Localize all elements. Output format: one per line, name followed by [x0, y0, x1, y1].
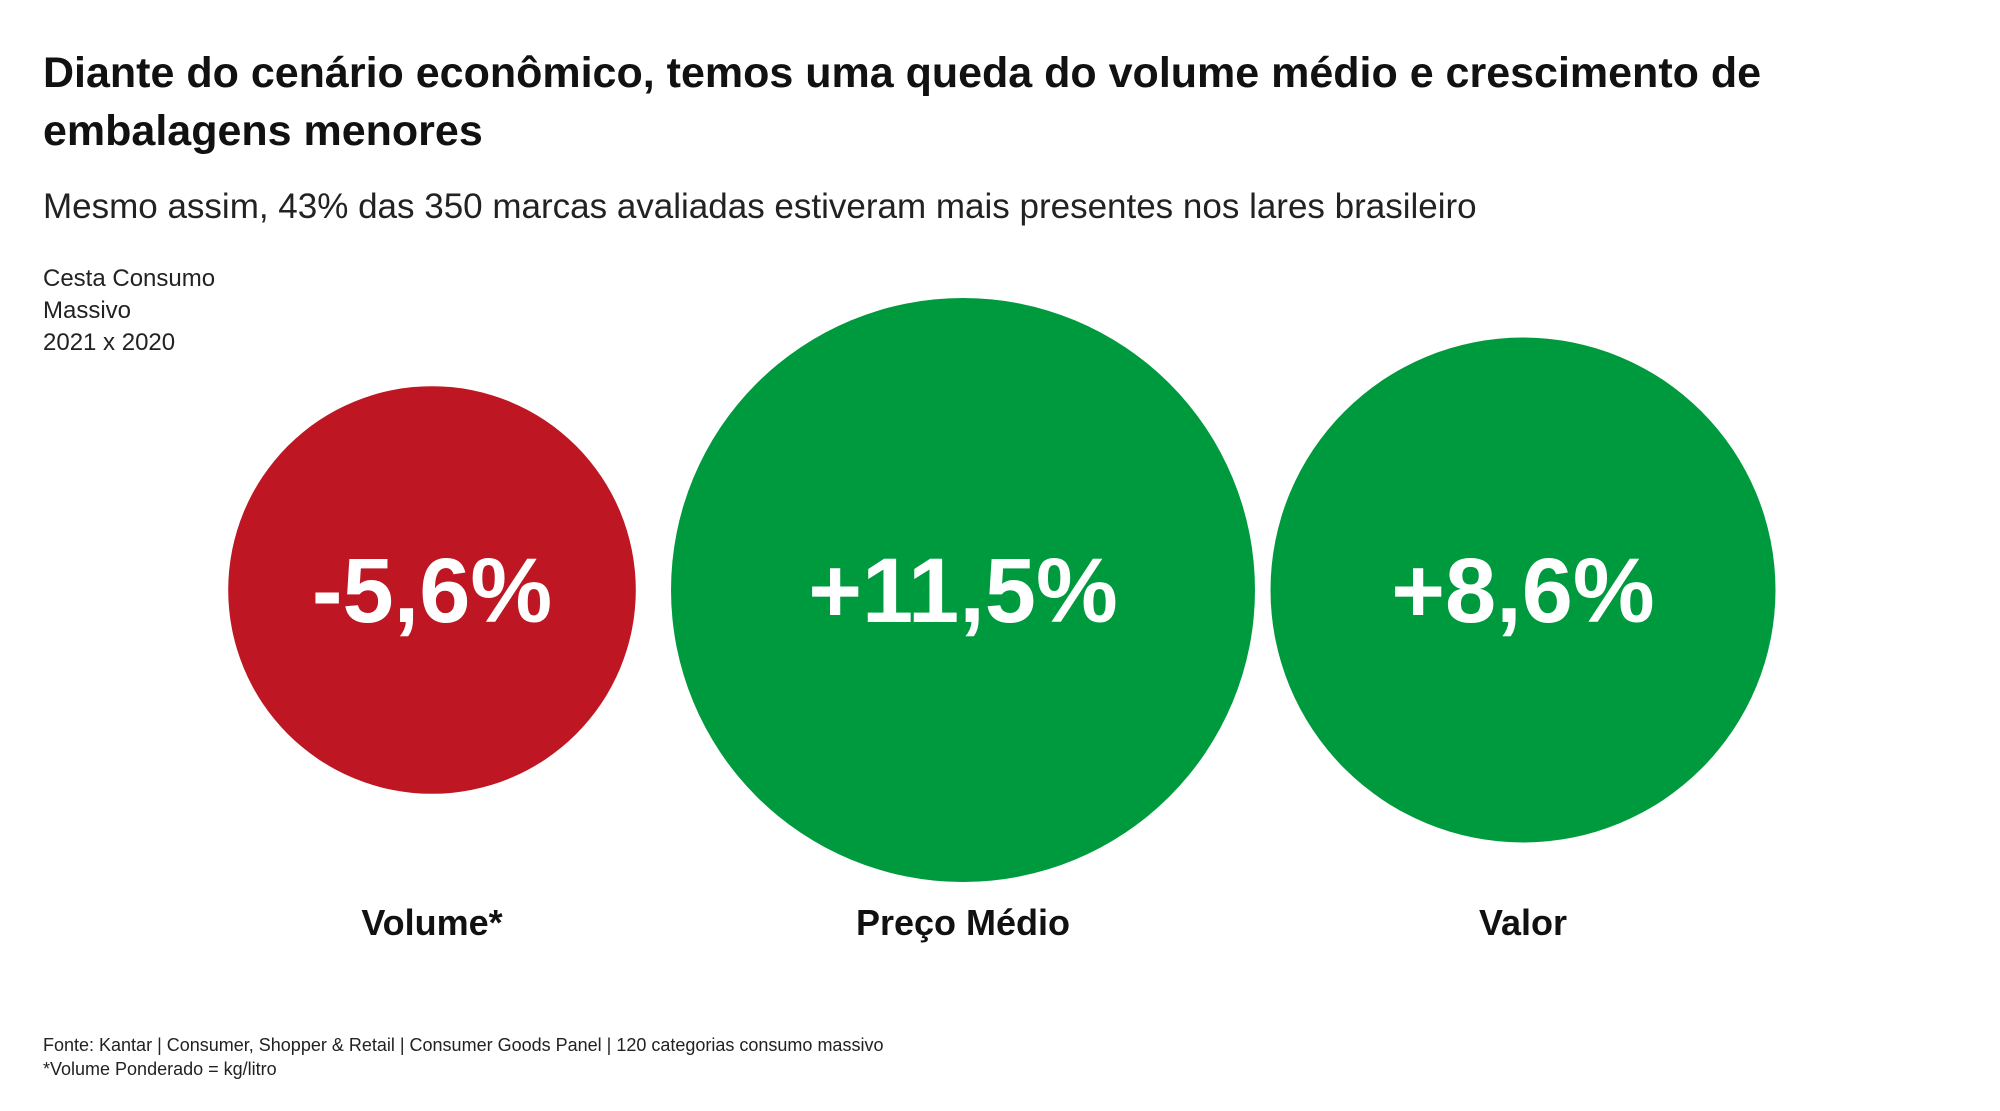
bubble-group: +8,6% Valor	[1270, 337, 1776, 943]
bubble-category-label: Valor	[1479, 902, 1567, 943]
bubble-mark	[1270, 337, 1776, 843]
bubble-value-label: +8,6%	[1391, 540, 1654, 642]
context-line-basket: Cesta Consumo	[43, 265, 216, 292]
bubble-group: -5,6% Volume*	[228, 386, 636, 943]
footer-note: *Volume Ponderado = kg/litro	[43, 1059, 277, 1079]
footer: Fonte: Kantar | Consumer, Shopper & Reta…	[43, 1033, 883, 1081]
page-title: Diante do cenário econômico, temos uma q…	[43, 49, 1762, 155]
bubble-mark	[228, 386, 636, 794]
bubble-category-label: Volume*	[361, 902, 502, 943]
bubble-mark	[671, 298, 1255, 882]
context-line-period: 2021 x 2020	[43, 329, 176, 356]
context-line-segment: Massivo	[43, 297, 132, 324]
context-label: Cesta Consumo Massivo 2021 x 2020	[43, 263, 215, 359]
footer-source: Fonte: Kantar | Consumer, Shopper & Reta…	[43, 1035, 884, 1055]
page-subtitle: Mesmo assim, 43% das 350 marcas avaliada…	[43, 187, 1477, 226]
bubble-category-label: Preço Médio	[856, 902, 1070, 943]
bubble-value-label: +11,5%	[808, 540, 1118, 642]
bubble-value-label: -5,6%	[312, 540, 552, 642]
bubble-group: +11,5% Preço Médio	[671, 298, 1255, 943]
